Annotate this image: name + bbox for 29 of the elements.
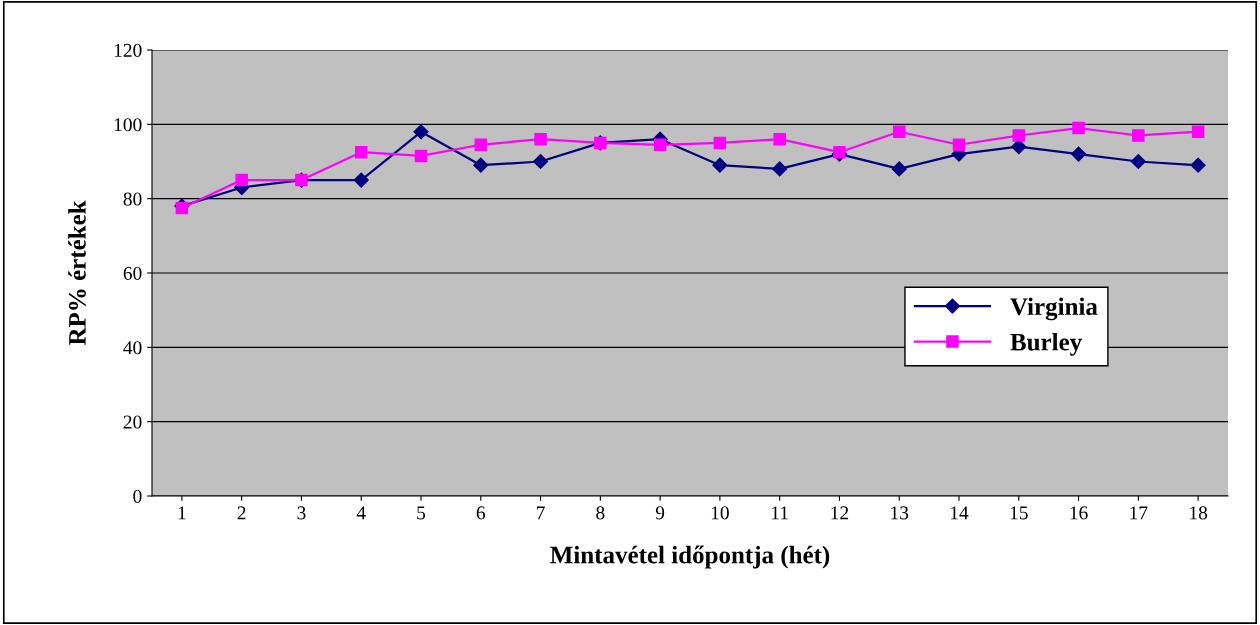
legend-label: Burley [1010,332,1082,356]
x-tick-label: 14 [950,506,969,520]
x-tick-label: 17 [1130,506,1148,520]
x-tick-label: 16 [1070,506,1088,520]
x-tick-label: 12 [831,506,849,520]
x-tick-label: 5 [417,506,426,520]
y-tick-label: 60 [123,266,142,280]
x-tick-label: 8 [596,506,605,520]
y-tick-label: 100 [114,118,142,132]
y-tick-label: 40 [123,341,142,355]
x-tick-label: 10 [711,506,729,520]
x-tick-label: 1 [178,506,186,520]
x-tick-label: 15 [1010,506,1028,520]
x-tick-label: 18 [1190,506,1208,520]
x-tick-label: 2 [237,506,246,520]
x-tick-label: 9 [655,506,665,520]
y-tick-label: 0 [133,489,142,503]
y-tick-label: 120 [114,43,142,57]
x-tick-label: 7 [536,506,545,520]
y-axis-title: RP% értékek [68,200,86,346]
y-tick-label: 80 [123,192,142,206]
x-tick-label: 4 [356,506,366,520]
x-tick-label: 3 [297,506,306,520]
x-tick-label: 6 [476,506,486,520]
y-tick-label: 20 [123,415,142,429]
x-axis-title: Mintavétel időpontja (hét) [550,545,830,569]
legend-label: Virginia [1010,297,1098,321]
x-tick-label: 11 [772,506,788,520]
x-tick-label: 13 [891,506,909,520]
